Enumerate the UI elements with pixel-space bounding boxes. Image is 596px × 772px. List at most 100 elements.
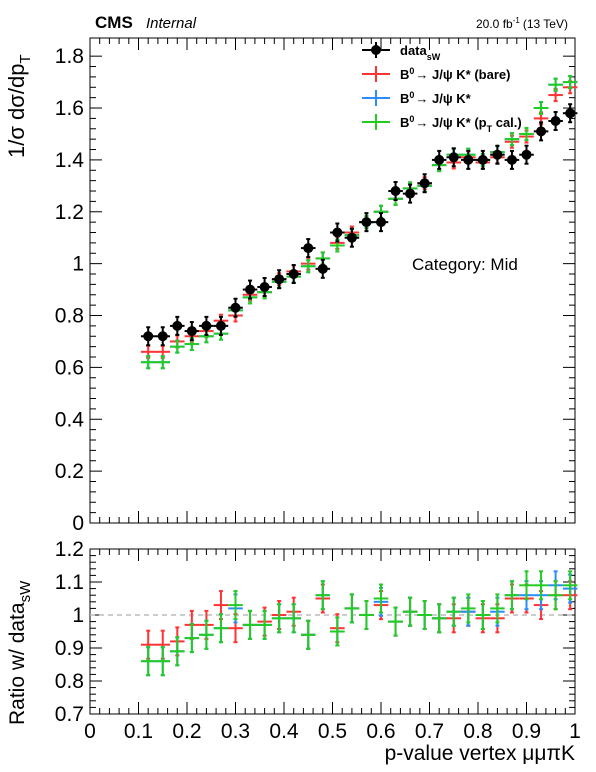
legend-label-text: → J/ψ K* (bare) — [415, 67, 510, 82]
x-axis-label: p-value vertex μμπK — [385, 742, 575, 765]
legend-label-pre: B — [400, 91, 409, 106]
ptcal-point — [155, 355, 171, 370]
data-point — [446, 147, 462, 168]
ptcal-ratio-point — [548, 580, 563, 611]
main-y-tick-label: 1.8 — [55, 45, 84, 68]
x-tick-label: 0.4 — [269, 720, 299, 743]
lumi-exponent: -1 — [513, 16, 521, 25]
legend-label-sub: sW — [427, 52, 441, 62]
category-annotation: Category: Mid — [412, 255, 518, 274]
data-marker — [230, 302, 241, 313]
data-point — [431, 149, 447, 170]
data-point — [286, 264, 301, 285]
ptcal-ratio-point — [330, 616, 345, 647]
x-tick-label: 0.5 — [318, 720, 347, 743]
main-y-axis-label-text: 1/σ dσ/dp — [4, 64, 29, 158]
data-marker — [332, 227, 343, 238]
ptcal-ratio-point — [490, 593, 505, 624]
lumi-value: 20.0 fb — [476, 17, 513, 31]
legend-swatch-marker — [371, 45, 381, 55]
data-marker — [346, 232, 357, 243]
x-tick-label: 0 — [84, 720, 96, 743]
ratio-y-tick-label: 1.1 — [55, 571, 84, 594]
data-point — [199, 315, 214, 336]
data-marker — [448, 152, 459, 163]
legend-label-nominal: B0→ J/ψ K* — [400, 90, 472, 106]
main-y-axis-label-sub: T — [17, 54, 34, 63]
data-point — [388, 181, 403, 202]
data-point — [548, 110, 563, 131]
data-marker — [215, 320, 226, 331]
ratio-y-tick-label: 0.9 — [55, 637, 84, 660]
ptcal-ratio-point — [315, 580, 331, 611]
data-marker — [550, 115, 561, 126]
ptcal-point — [300, 259, 316, 274]
data-marker — [317, 263, 328, 274]
ptcal-ratio-point — [199, 619, 214, 650]
data-marker — [434, 154, 445, 165]
data-point — [271, 269, 287, 290]
data-marker — [419, 178, 430, 189]
data-marker — [172, 320, 183, 331]
data-marker — [376, 217, 386, 228]
ptcal-ratio-point — [388, 606, 403, 637]
ptcal-ratio-point — [446, 596, 462, 627]
main-y-tick-label: 1 — [72, 253, 84, 276]
legend-label-sup: 0 — [409, 90, 414, 100]
ratio-y-axis-label-sub: sW — [17, 580, 34, 603]
data-marker — [157, 331, 168, 342]
data-marker — [259, 281, 270, 292]
ratio-y-tick-label: 0.7 — [55, 703, 84, 726]
ptcal-ratio-point — [461, 593, 476, 624]
ratio-y-tick-label: 1.2 — [55, 538, 84, 561]
data-point — [402, 183, 418, 204]
data-marker — [303, 243, 314, 254]
main-y-tick-label: 0.2 — [55, 460, 84, 483]
data-point — [170, 315, 185, 336]
legend-entry-nominal: B0→ J/ψ K* — [362, 90, 472, 106]
legend-label-text: data — [400, 43, 428, 58]
lumi-label: 20.0 fb-1 (13 TeV) — [476, 16, 568, 31]
legend-label-bare: B0→ J/ψ K* (bare) — [400, 66, 510, 82]
legend-label-text: → J/ψ K* (p — [415, 115, 486, 130]
data-point — [344, 227, 360, 248]
ptcal-ratio-point — [242, 609, 258, 640]
main-y-tick-label: 1.6 — [55, 97, 84, 120]
ptcal-ratio-point — [300, 619, 316, 650]
data-marker — [361, 217, 372, 228]
ratio-y-axis-label-text: Ratio w/ data — [6, 602, 29, 725]
legend-label-ptcal: B0→ J/ψ K* (pT cal.) — [400, 114, 522, 134]
data-point — [417, 173, 432, 194]
data-point — [461, 149, 476, 170]
main-y-tick-label: 0 — [72, 512, 84, 535]
main-y-tick-label: 1.4 — [55, 149, 85, 172]
data-marker — [463, 154, 474, 165]
ptcal-ratio-point — [359, 600, 374, 630]
legend-label-text: → J/ψ K* — [415, 91, 471, 106]
ptcal-point — [548, 77, 563, 92]
data-point — [359, 212, 374, 233]
x-tick-label: 1 — [569, 720, 581, 743]
data-point — [300, 238, 316, 259]
data-marker — [245, 284, 256, 295]
data-marker — [565, 108, 576, 119]
x-tick-label: 0.2 — [172, 720, 201, 743]
data-point — [504, 149, 520, 170]
ptcal-point — [562, 75, 578, 90]
lumi-energy: (13 TeV) — [523, 17, 568, 31]
ratio-plot-panel: 0.7 0.8 0.9 1 1.1 1.2 0 0.1 0.2 0.3 0.4 0.5 0.6 0.7 0.… — [6, 538, 581, 765]
data-marker — [274, 274, 285, 285]
data-point — [475, 149, 491, 170]
data-point — [155, 326, 171, 347]
data-marker — [506, 154, 517, 165]
ptcal-ratio-point — [257, 609, 272, 640]
x-tick-label: 0.8 — [463, 720, 492, 743]
ptcal-ratio-point — [402, 596, 418, 627]
legend-entry-bare: B0→ J/ψ K* (bare) — [362, 66, 510, 82]
data-marker — [143, 331, 154, 342]
ptcal-ratio-point — [344, 593, 360, 624]
legend-label-sup: 0 — [409, 66, 414, 76]
